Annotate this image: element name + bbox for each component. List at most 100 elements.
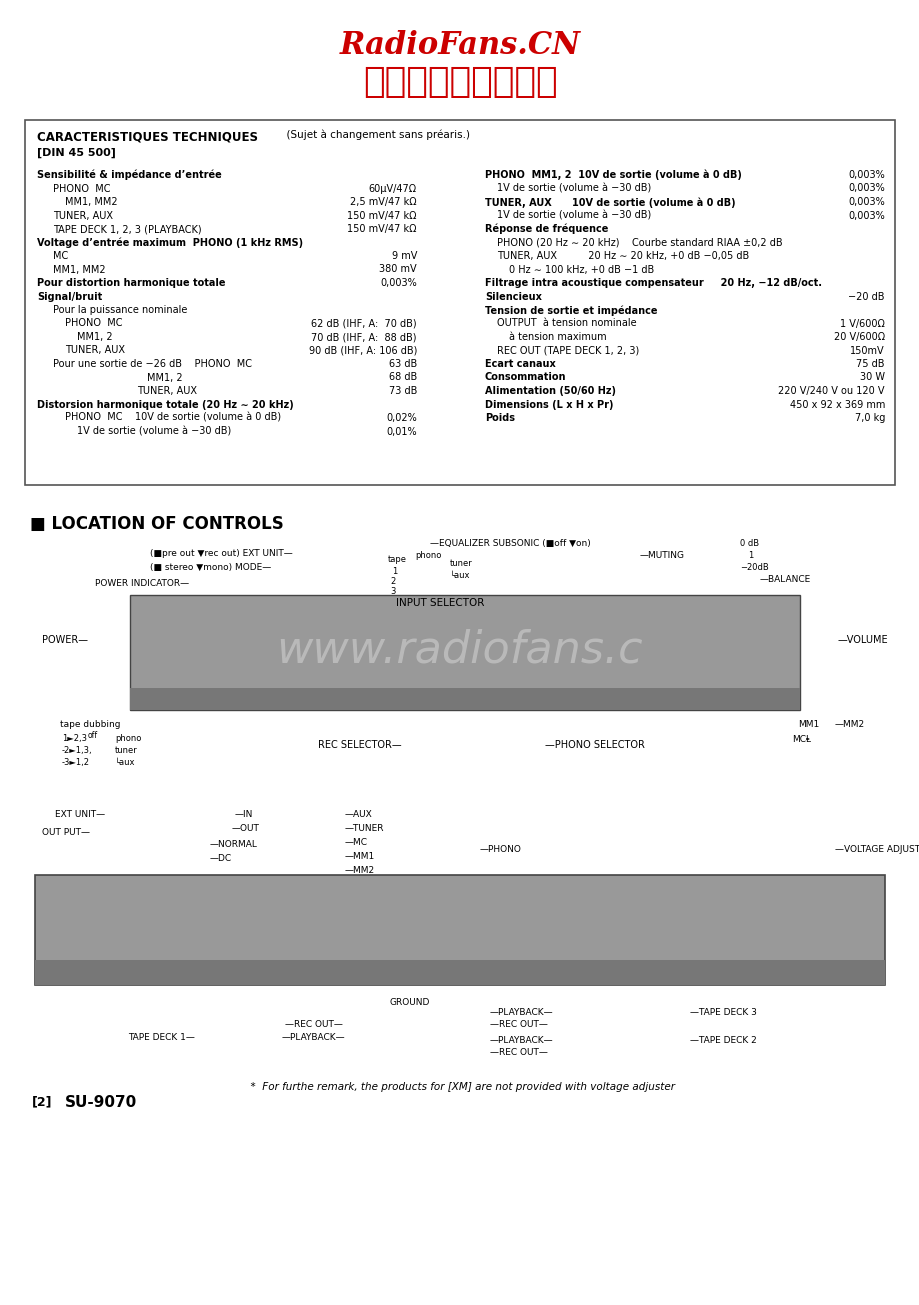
Text: (■pre out ▼rec out) EXT UNIT—: (■pre out ▼rec out) EXT UNIT—: [150, 549, 292, 559]
Text: Alimentation (50/60 Hz): Alimentation (50/60 Hz): [484, 386, 616, 395]
Text: └aux: └aux: [115, 758, 135, 767]
Text: tape: tape: [388, 555, 406, 564]
Text: 450 x 92 x 369 mm: 450 x 92 x 369 mm: [789, 399, 884, 410]
Text: TUNER, AUX          20 Hz ∼ 20 kHz, +0 dB −0,05 dB: TUNER, AUX 20 Hz ∼ 20 kHz, +0 dB −0,05 d…: [496, 251, 748, 261]
Text: 150mV: 150mV: [849, 346, 884, 355]
Text: —MC: —MC: [345, 838, 368, 847]
Text: off: off: [88, 731, 98, 740]
Text: tuner: tuner: [449, 559, 472, 568]
Text: 9 mV: 9 mV: [391, 251, 416, 261]
Text: Dimensions (L x H x Pr): Dimensions (L x H x Pr): [484, 399, 613, 410]
Text: 20 V/600Ω: 20 V/600Ω: [833, 331, 884, 342]
Text: Réponse de fréquence: Réponse de fréquence: [484, 224, 607, 235]
Text: 75 dB: 75 dB: [856, 359, 884, 369]
Text: 150 mV/47 kΩ: 150 mV/47 kΩ: [347, 210, 416, 221]
Text: REC SELECTOR—: REC SELECTOR—: [318, 740, 402, 750]
Text: 1: 1: [391, 566, 397, 576]
Text: —TAPE DECK 2: —TAPE DECK 2: [689, 1036, 756, 1045]
Text: Silencieux: Silencieux: [484, 291, 541, 301]
Text: phono: phono: [414, 551, 441, 560]
Text: Consommation: Consommation: [484, 372, 566, 382]
Text: MC: MC: [53, 251, 68, 261]
Text: Ecart canaux: Ecart canaux: [484, 359, 555, 369]
Text: MM1: MM1: [797, 720, 818, 729]
Text: 1: 1: [747, 551, 753, 560]
Text: MCⱠ: MCⱠ: [791, 735, 811, 744]
Text: —REC OUT—: —REC OUT—: [490, 1021, 548, 1030]
Text: tuner: tuner: [115, 746, 138, 756]
Text: 63 dB: 63 dB: [389, 359, 416, 369]
Text: 150 mV/47 kΩ: 150 mV/47 kΩ: [347, 224, 416, 234]
Text: Poids: Poids: [484, 412, 515, 423]
Text: MM1, MM2: MM1, MM2: [65, 197, 118, 207]
Text: Distorsion harmonique totale (20 Hz ∼ 20 kHz): Distorsion harmonique totale (20 Hz ∼ 20…: [37, 399, 293, 410]
Text: PHONO (20 Hz ∼ 20 kHz)    Courbe standard RIAA ±0,2 dB: PHONO (20 Hz ∼ 20 kHz) Courbe standard R…: [496, 238, 782, 248]
Text: 68 dB: 68 dB: [389, 372, 416, 382]
Text: —NORMAL: —NORMAL: [210, 840, 257, 850]
Text: —PLAYBACK—: —PLAYBACK—: [490, 1007, 553, 1017]
Text: *  For furthe remark, the products for [XM] are not provided with voltage adjust: * For furthe remark, the products for [X…: [244, 1082, 675, 1092]
Text: SU-9070: SU-9070: [65, 1095, 137, 1111]
Bar: [35, 874, 884, 985]
Text: —MM1: —MM1: [345, 852, 375, 861]
Text: www.radiofans.c: www.radiofans.c: [277, 629, 642, 672]
Text: GROUND: GROUND: [390, 998, 430, 1007]
Text: Pour distortion harmonique totale: Pour distortion harmonique totale: [37, 278, 225, 288]
Text: POWER INDICATOR—: POWER INDICATOR—: [95, 579, 189, 589]
Text: Voltage d’entrée maximum  PHONO (1 kHz RMS): Voltage d’entrée maximum PHONO (1 kHz RM…: [37, 238, 302, 248]
Text: —PLAYBACK—: —PLAYBACK—: [282, 1034, 346, 1041]
Text: 0,003%: 0,003%: [380, 278, 416, 288]
Text: 0 Hz ∼ 100 kHz, +0 dB −1 dB: 0 Hz ∼ 100 kHz, +0 dB −1 dB: [508, 265, 653, 274]
Text: TUNER, AUX: TUNER, AUX: [137, 386, 197, 395]
Bar: [130, 688, 800, 710]
Text: 0,003%: 0,003%: [847, 210, 884, 221]
Text: PHONO  MC    10V de sortie (volume à 0 dB): PHONO MC 10V de sortie (volume à 0 dB): [65, 412, 281, 423]
Text: —PLAYBACK—: —PLAYBACK—: [490, 1036, 553, 1045]
Text: RadioFans.CN: RadioFans.CN: [339, 30, 580, 61]
Text: phono: phono: [115, 733, 142, 743]
Text: —OUT: —OUT: [232, 823, 259, 833]
Text: 90 dB (IHF, A: 106 dB): 90 dB (IHF, A: 106 dB): [308, 346, 416, 355]
Text: —AUX: —AUX: [345, 810, 372, 820]
Text: -2►1,3,: -2►1,3,: [62, 746, 93, 756]
Text: 收音机爱好者资料库: 收音机爱好者资料库: [362, 65, 557, 99]
Text: CARACTERISTIQUES TECHNIQUES: CARACTERISTIQUES TECHNIQUES: [37, 130, 257, 144]
Text: Filtrage intra acoustique compensateur     20 Hz, −12 dB/oct.: Filtrage intra acoustique compensateur 2…: [484, 278, 821, 288]
Text: —VOLUME: —VOLUME: [837, 636, 888, 645]
Text: Sensibilité & impédance d’entrée: Sensibilité & impédance d’entrée: [37, 170, 221, 180]
Text: PHONO  MC: PHONO MC: [53, 184, 110, 193]
Text: 2: 2: [390, 577, 395, 586]
Text: —IN: —IN: [234, 810, 253, 820]
Text: TAPE DECK 1—: TAPE DECK 1—: [128, 1034, 195, 1041]
Text: —REC OUT—: —REC OUT—: [285, 1021, 343, 1030]
Text: ■ LOCATION OF CONTROLS: ■ LOCATION OF CONTROLS: [30, 515, 283, 532]
Text: 70 dB (IHF, A:  88 dB): 70 dB (IHF, A: 88 dB): [312, 331, 416, 342]
Text: 220 V/240 V ou 120 V: 220 V/240 V ou 120 V: [777, 386, 884, 395]
Text: TUNER, AUX: TUNER, AUX: [65, 346, 125, 355]
Text: —PHONO: —PHONO: [480, 846, 521, 853]
Text: TUNER, AUX: TUNER, AUX: [53, 210, 113, 221]
Text: 380 mV: 380 mV: [379, 265, 416, 274]
Text: (Sujet à changement sans préaris.): (Sujet à changement sans préaris.): [279, 130, 470, 141]
Text: —VOLTAGE ADJUSTER: —VOLTAGE ADJUSTER: [834, 846, 919, 853]
Text: —REC OUT—: —REC OUT—: [490, 1048, 548, 1057]
Text: 1 V/600Ω: 1 V/600Ω: [839, 318, 884, 329]
Text: 73 dB: 73 dB: [388, 386, 416, 395]
Text: POWER—: POWER—: [42, 636, 88, 645]
Text: 0,003%: 0,003%: [847, 184, 884, 193]
Text: TAPE DECK 1, 2, 3 (PLAYBACK): TAPE DECK 1, 2, 3 (PLAYBACK): [53, 224, 201, 234]
Text: —TAPE DECK 3: —TAPE DECK 3: [689, 1007, 756, 1017]
Bar: [130, 595, 800, 710]
Text: 1V de sortie (volume à −30 dB): 1V de sortie (volume à −30 dB): [496, 184, 651, 193]
Bar: [25, 120, 894, 485]
Text: 1V de sortie (volume à −30 dB): 1V de sortie (volume à −30 dB): [77, 427, 231, 436]
Text: tape dubbing: tape dubbing: [60, 720, 120, 729]
Text: Pour une sortie de −26 dB    PHONO  MC: Pour une sortie de −26 dB PHONO MC: [53, 359, 252, 369]
Text: 0,01%: 0,01%: [386, 427, 416, 436]
Text: INPUT SELECTOR: INPUT SELECTOR: [395, 598, 483, 608]
Text: [2]: [2]: [32, 1095, 52, 1108]
Text: 0,003%: 0,003%: [847, 170, 884, 180]
Text: 30 W: 30 W: [859, 372, 884, 382]
Text: PHONO  MM1, 2  10V de sortie (volume à 0 dB): PHONO MM1, 2 10V de sortie (volume à 0 d…: [484, 170, 741, 180]
Text: Signal/bruit: Signal/bruit: [37, 291, 102, 301]
